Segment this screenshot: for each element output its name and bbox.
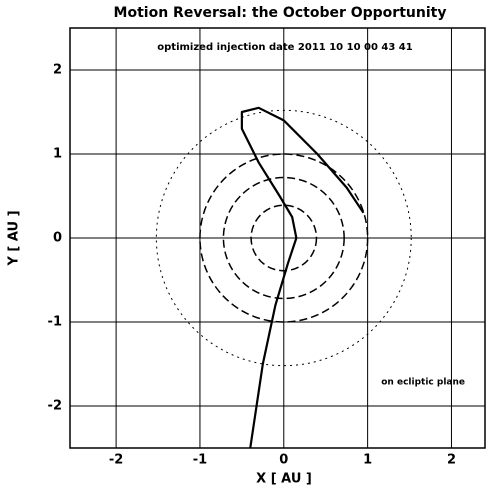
annotation: optimized injection date 2011 10 10 00 4… xyxy=(157,42,413,53)
orbit xyxy=(155,109,412,367)
y-axis-label: Y [ AU ] xyxy=(7,210,22,266)
y-tick-label: -1 xyxy=(48,315,62,330)
orbit xyxy=(199,153,369,323)
x-tick-label: 1 xyxy=(363,453,372,468)
x-axis-label: X [ AU ] xyxy=(256,472,312,487)
x-tick-label: -2 xyxy=(109,453,123,468)
orbit xyxy=(250,204,318,272)
annotation: on ecliptic plane xyxy=(381,378,465,388)
chart-title: Motion Reversal: the October Opportunity xyxy=(114,5,447,21)
y-tick-label: 1 xyxy=(53,147,62,162)
y-tick-label: 0 xyxy=(53,231,62,246)
y-tick-label: -2 xyxy=(48,399,62,414)
y-tick-label: 2 xyxy=(53,63,62,78)
trajectory xyxy=(240,106,365,449)
x-tick-label: 0 xyxy=(279,453,288,468)
x-tick-label: 2 xyxy=(447,453,456,468)
orbit xyxy=(222,176,345,300)
x-tick-label: -1 xyxy=(193,453,207,468)
